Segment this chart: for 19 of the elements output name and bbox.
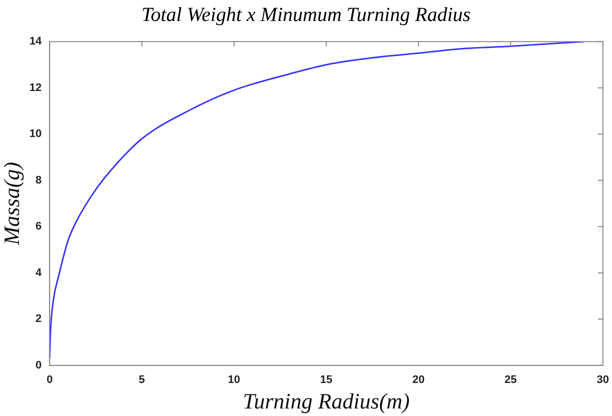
line-series	[50, 42, 586, 360]
x-tick-label: 30	[596, 374, 610, 386]
x-tick-label: 5	[138, 374, 145, 386]
y-tick-label: 12	[29, 82, 42, 94]
x-tick-label: 20	[412, 374, 425, 386]
y-axis-title: Massa(g)	[0, 162, 24, 246]
x-tick-label: 25	[504, 374, 517, 386]
y-tick-label: 6	[36, 220, 42, 233]
x-tick-label: 15	[320, 374, 332, 386]
y-tick-label: 2	[36, 313, 42, 326]
y-tick-label: 8	[36, 174, 42, 186]
x-axis-title: Turning Radius(m)	[242, 388, 410, 414]
x-tick-label: 0	[46, 374, 53, 386]
y-tick-label: 14	[29, 36, 43, 48]
y-tick-label: 4	[36, 266, 43, 279]
y-tick-label: 10	[29, 128, 42, 140]
chart-title: Total Weight x Minumum Turning Radius	[140, 4, 472, 27]
x-tick-label: 10	[228, 374, 240, 386]
y-tick-label: 0	[36, 359, 42, 372]
